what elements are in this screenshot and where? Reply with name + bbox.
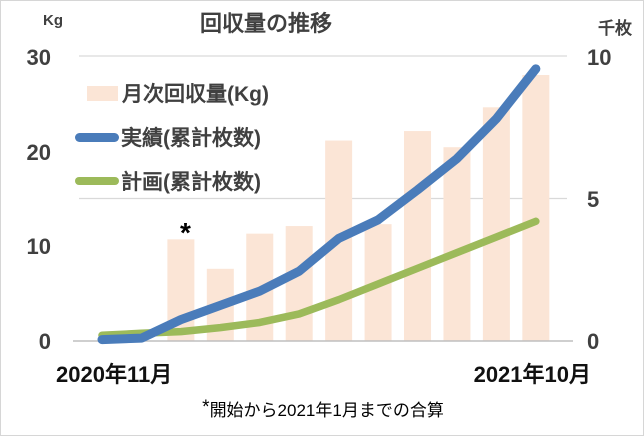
footnote: *開始から2021年1月までの合算: [1, 396, 643, 421]
legend-label: 実績(累計枚数): [121, 127, 261, 150]
left-axis-tick-30: 30: [26, 45, 51, 70]
right-axis-tick-10: 10: [587, 45, 612, 70]
legend-item-actual-line: 実績(累計枚数): [75, 115, 269, 159]
right-axis-unit-label: 千枚: [598, 19, 632, 38]
footnote-asterisk: *: [202, 397, 210, 418]
asterisk-annotation: *: [180, 217, 191, 248]
x-axis-start-label: 2020年11月: [56, 362, 173, 387]
footnote-text: 開始から2021年1月までの合算: [209, 401, 444, 420]
right-axis-tick-0: 0: [587, 329, 600, 354]
legend-item-plan-line: 計画(累計枚数): [75, 159, 269, 203]
legend: 月次回収量(Kg) 実績(累計枚数) 計画(累計枚数): [75, 71, 269, 203]
chart-title: 回収量の推移: [199, 11, 332, 36]
legend-label: 月次回収量(Kg): [122, 83, 269, 106]
x-axis-end-label: 2021年10月: [473, 362, 591, 387]
right-axis-tick-5: 5: [587, 187, 600, 212]
legend-label: 計画(累計枚数): [121, 171, 261, 194]
blue-line-swatch-icon: [75, 132, 119, 142]
left-axis-tick-10: 10: [26, 234, 51, 259]
bar-swatch-icon: [87, 85, 118, 101]
green-line-swatch-icon: [75, 177, 119, 185]
left-axis-unit-label: Kg: [43, 12, 63, 29]
legend-item-monthly-bars: 月次回収量(Kg): [87, 71, 269, 115]
left-axis-tick-20: 20: [26, 140, 51, 165]
left-axis-tick-0: 0: [38, 329, 51, 354]
